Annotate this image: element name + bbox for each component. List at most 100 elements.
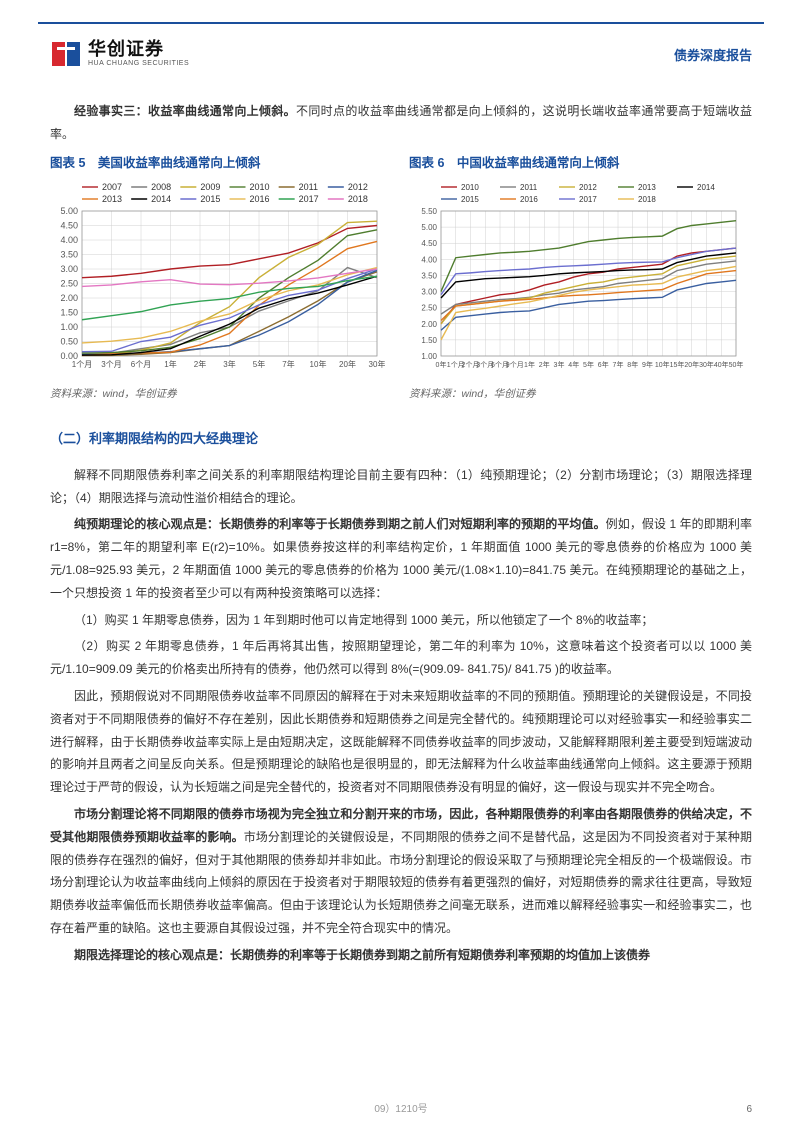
- chart6-title: 图表 6 中国收益率曲线通常向上倾斜: [409, 152, 752, 176]
- svg-text:0.50: 0.50: [60, 337, 78, 347]
- svg-text:10年: 10年: [655, 360, 670, 369]
- s2-p6: 市场分割理论将不同期限的债券市场视为完全独立和分割开来的市场，因此，各种期限债券…: [50, 803, 752, 940]
- logo-cn: 华创证券: [88, 40, 189, 60]
- svg-text:6个月: 6个月: [131, 360, 151, 369]
- svg-text:2016: 2016: [250, 194, 270, 204]
- logo-en: HUA CHUANG SECURITIES: [88, 60, 189, 68]
- chart5-title: 图表 5 美国收益率曲线通常向上倾斜: [50, 152, 393, 176]
- svg-text:2.50: 2.50: [60, 279, 78, 289]
- svg-text:2017: 2017: [579, 195, 597, 204]
- svg-text:5.00: 5.00: [60, 206, 78, 216]
- svg-text:2年: 2年: [539, 360, 550, 369]
- svg-text:3个月: 3个月: [101, 360, 121, 369]
- chart6: 2010 2011 2012 2013 2014 2015 2016 2017 2018 1.00…: [409, 179, 744, 374]
- s2-p1: 解释不同期限债券利率之间关系的利率期限结构理论目前主要有四种：（1）纯预期理论；…: [50, 464, 752, 510]
- svg-text:2011: 2011: [520, 183, 538, 192]
- s2-p5: 因此，预期假说对不同期限债券收益率不同原因的解释在于对未来短期收益率的不同的预期…: [50, 685, 752, 799]
- svg-text:3年: 3年: [223, 359, 235, 369]
- svg-text:1年: 1年: [164, 359, 176, 369]
- chart6-source: 资料来源：wind，华创证券: [409, 385, 752, 405]
- svg-text:5年: 5年: [583, 360, 594, 369]
- svg-text:10年: 10年: [310, 359, 327, 369]
- svg-text:7年: 7年: [613, 360, 624, 369]
- svg-text:40年: 40年: [714, 360, 729, 369]
- s2-p6-body: 市场分割理论的关键假设是，不同期限的债券之间不是替代品，这是因为不同投资者对于某…: [50, 830, 752, 935]
- svg-text:2年: 2年: [194, 359, 206, 369]
- svg-text:2.50: 2.50: [421, 304, 437, 313]
- doc-type: 债券深度报告: [674, 45, 752, 64]
- svg-text:15年: 15年: [670, 360, 685, 369]
- s2-p2-lead: 纯预期理论的核心观点是：长期债券的利率等于长期债券到期之前人们对短期利率的预期的…: [74, 517, 606, 531]
- svg-text:2.00: 2.00: [60, 293, 78, 303]
- logo: 华创证券 HUA CHUANG SECURITIES: [50, 38, 189, 70]
- logo-mark-icon: [50, 38, 82, 70]
- svg-text:30年: 30年: [369, 359, 385, 369]
- svg-text:50年: 50年: [729, 360, 744, 369]
- svg-text:7年: 7年: [282, 359, 294, 369]
- svg-text:4.50: 4.50: [60, 221, 78, 231]
- s2-p3: （1）购买 1 年期零息债券，因为 1 年到期时他可以肯定地得到 1000 美元…: [50, 609, 752, 632]
- svg-text:5.00: 5.00: [421, 223, 437, 232]
- svg-text:2018: 2018: [638, 195, 656, 204]
- svg-text:3.00: 3.00: [60, 264, 78, 274]
- svg-text:8年: 8年: [627, 360, 638, 369]
- chart5-col: 图表 5 美国收益率曲线通常向上倾斜 200720082009201020112…: [50, 152, 393, 405]
- svg-text:6年: 6年: [598, 360, 609, 369]
- svg-text:4.00: 4.00: [421, 256, 437, 265]
- svg-text:9个月: 9个月: [506, 361, 524, 369]
- svg-text:2007: 2007: [102, 182, 122, 192]
- chart5: 2007200820092010201120122013201420152016…: [50, 179, 385, 374]
- svg-text:2010: 2010: [250, 182, 270, 192]
- content: 经验事实三：收益率曲线通常向上倾斜。不同时点的收益率曲线通常都是向上倾斜的，这说…: [50, 100, 752, 967]
- chart6-col: 图表 6 中国收益率曲线通常向上倾斜 201020112012201320142…: [409, 152, 752, 405]
- svg-text:2016: 2016: [520, 195, 538, 204]
- svg-text:20年: 20年: [684, 360, 699, 369]
- svg-text:5.50: 5.50: [421, 207, 437, 216]
- svg-text:2008: 2008: [151, 182, 171, 192]
- svg-text:3.00: 3.00: [421, 288, 437, 297]
- svg-text:5年: 5年: [253, 359, 265, 369]
- svg-text:4.50: 4.50: [421, 240, 437, 249]
- svg-text:2009: 2009: [200, 182, 220, 192]
- svg-text:4年: 4年: [568, 360, 579, 369]
- s2-p7: 期限选择理论的核心观点是：长期债券的利率等于长期债券到期之前所有短期债券利率预期…: [50, 944, 752, 967]
- svg-text:2013: 2013: [102, 194, 122, 204]
- svg-text:4.00: 4.00: [60, 235, 78, 245]
- intro-para: 经验事实三：收益率曲线通常向上倾斜。不同时点的收益率曲线通常都是向上倾斜的，这说…: [50, 100, 752, 146]
- svg-text:2013: 2013: [638, 183, 656, 192]
- svg-text:1.50: 1.50: [421, 336, 437, 345]
- svg-text:1年: 1年: [524, 360, 535, 369]
- svg-text:2012: 2012: [348, 182, 368, 192]
- svg-text:2010: 2010: [461, 183, 479, 192]
- svg-text:1个月: 1个月: [72, 360, 92, 369]
- top-rule: [38, 22, 764, 24]
- section2-heading: （二）利率期限结构的四大经典理论: [50, 427, 752, 452]
- svg-text:1.00: 1.00: [421, 352, 437, 361]
- svg-text:3年: 3年: [554, 360, 565, 369]
- svg-text:2015: 2015: [200, 194, 220, 204]
- svg-text:2017: 2017: [299, 194, 319, 204]
- svg-text:3.50: 3.50: [421, 272, 437, 281]
- chart5-source: 资料来源：wind，华创证券: [50, 385, 393, 405]
- svg-text:30年: 30年: [699, 360, 714, 369]
- svg-text:20年: 20年: [339, 359, 356, 369]
- svg-text:0年: 0年: [436, 360, 447, 369]
- svg-text:2014: 2014: [151, 194, 171, 204]
- s2-p7-lead: 期限选择理论的核心观点是：长期债券的利率等于长期债券到期之前所有短期债券利率预期…: [74, 948, 650, 962]
- page-header: 华创证券 HUA CHUANG SECURITIES 债券深度报告: [50, 38, 752, 70]
- footer-page: 6: [746, 1104, 752, 1115]
- chart-row: 图表 5 美国收益率曲线通常向上倾斜 200720082009201020112…: [50, 152, 752, 405]
- svg-text:3.50: 3.50: [60, 250, 78, 260]
- svg-text:9年: 9年: [642, 360, 653, 369]
- footer-center: 09）1210号: [0, 1100, 802, 1115]
- s2-p4: （2）购买 2 年期零息债券，1 年后再将其出售，按照期望理论，第二年的利率为 …: [50, 635, 752, 681]
- svg-text:2.00: 2.00: [421, 320, 437, 329]
- svg-text:1.00: 1.00: [60, 322, 78, 332]
- svg-text:2012: 2012: [579, 183, 597, 192]
- svg-text:1.50: 1.50: [60, 308, 78, 318]
- svg-text:2018: 2018: [348, 194, 368, 204]
- s2-p2: 纯预期理论的核心观点是：长期债券的利率等于长期债券到期之前人们对短期利率的预期的…: [50, 513, 752, 604]
- svg-text:2015: 2015: [461, 195, 479, 204]
- svg-text:2014: 2014: [697, 183, 715, 192]
- intro-lead: 经验事实三：收益率曲线通常向上倾斜。: [74, 104, 296, 118]
